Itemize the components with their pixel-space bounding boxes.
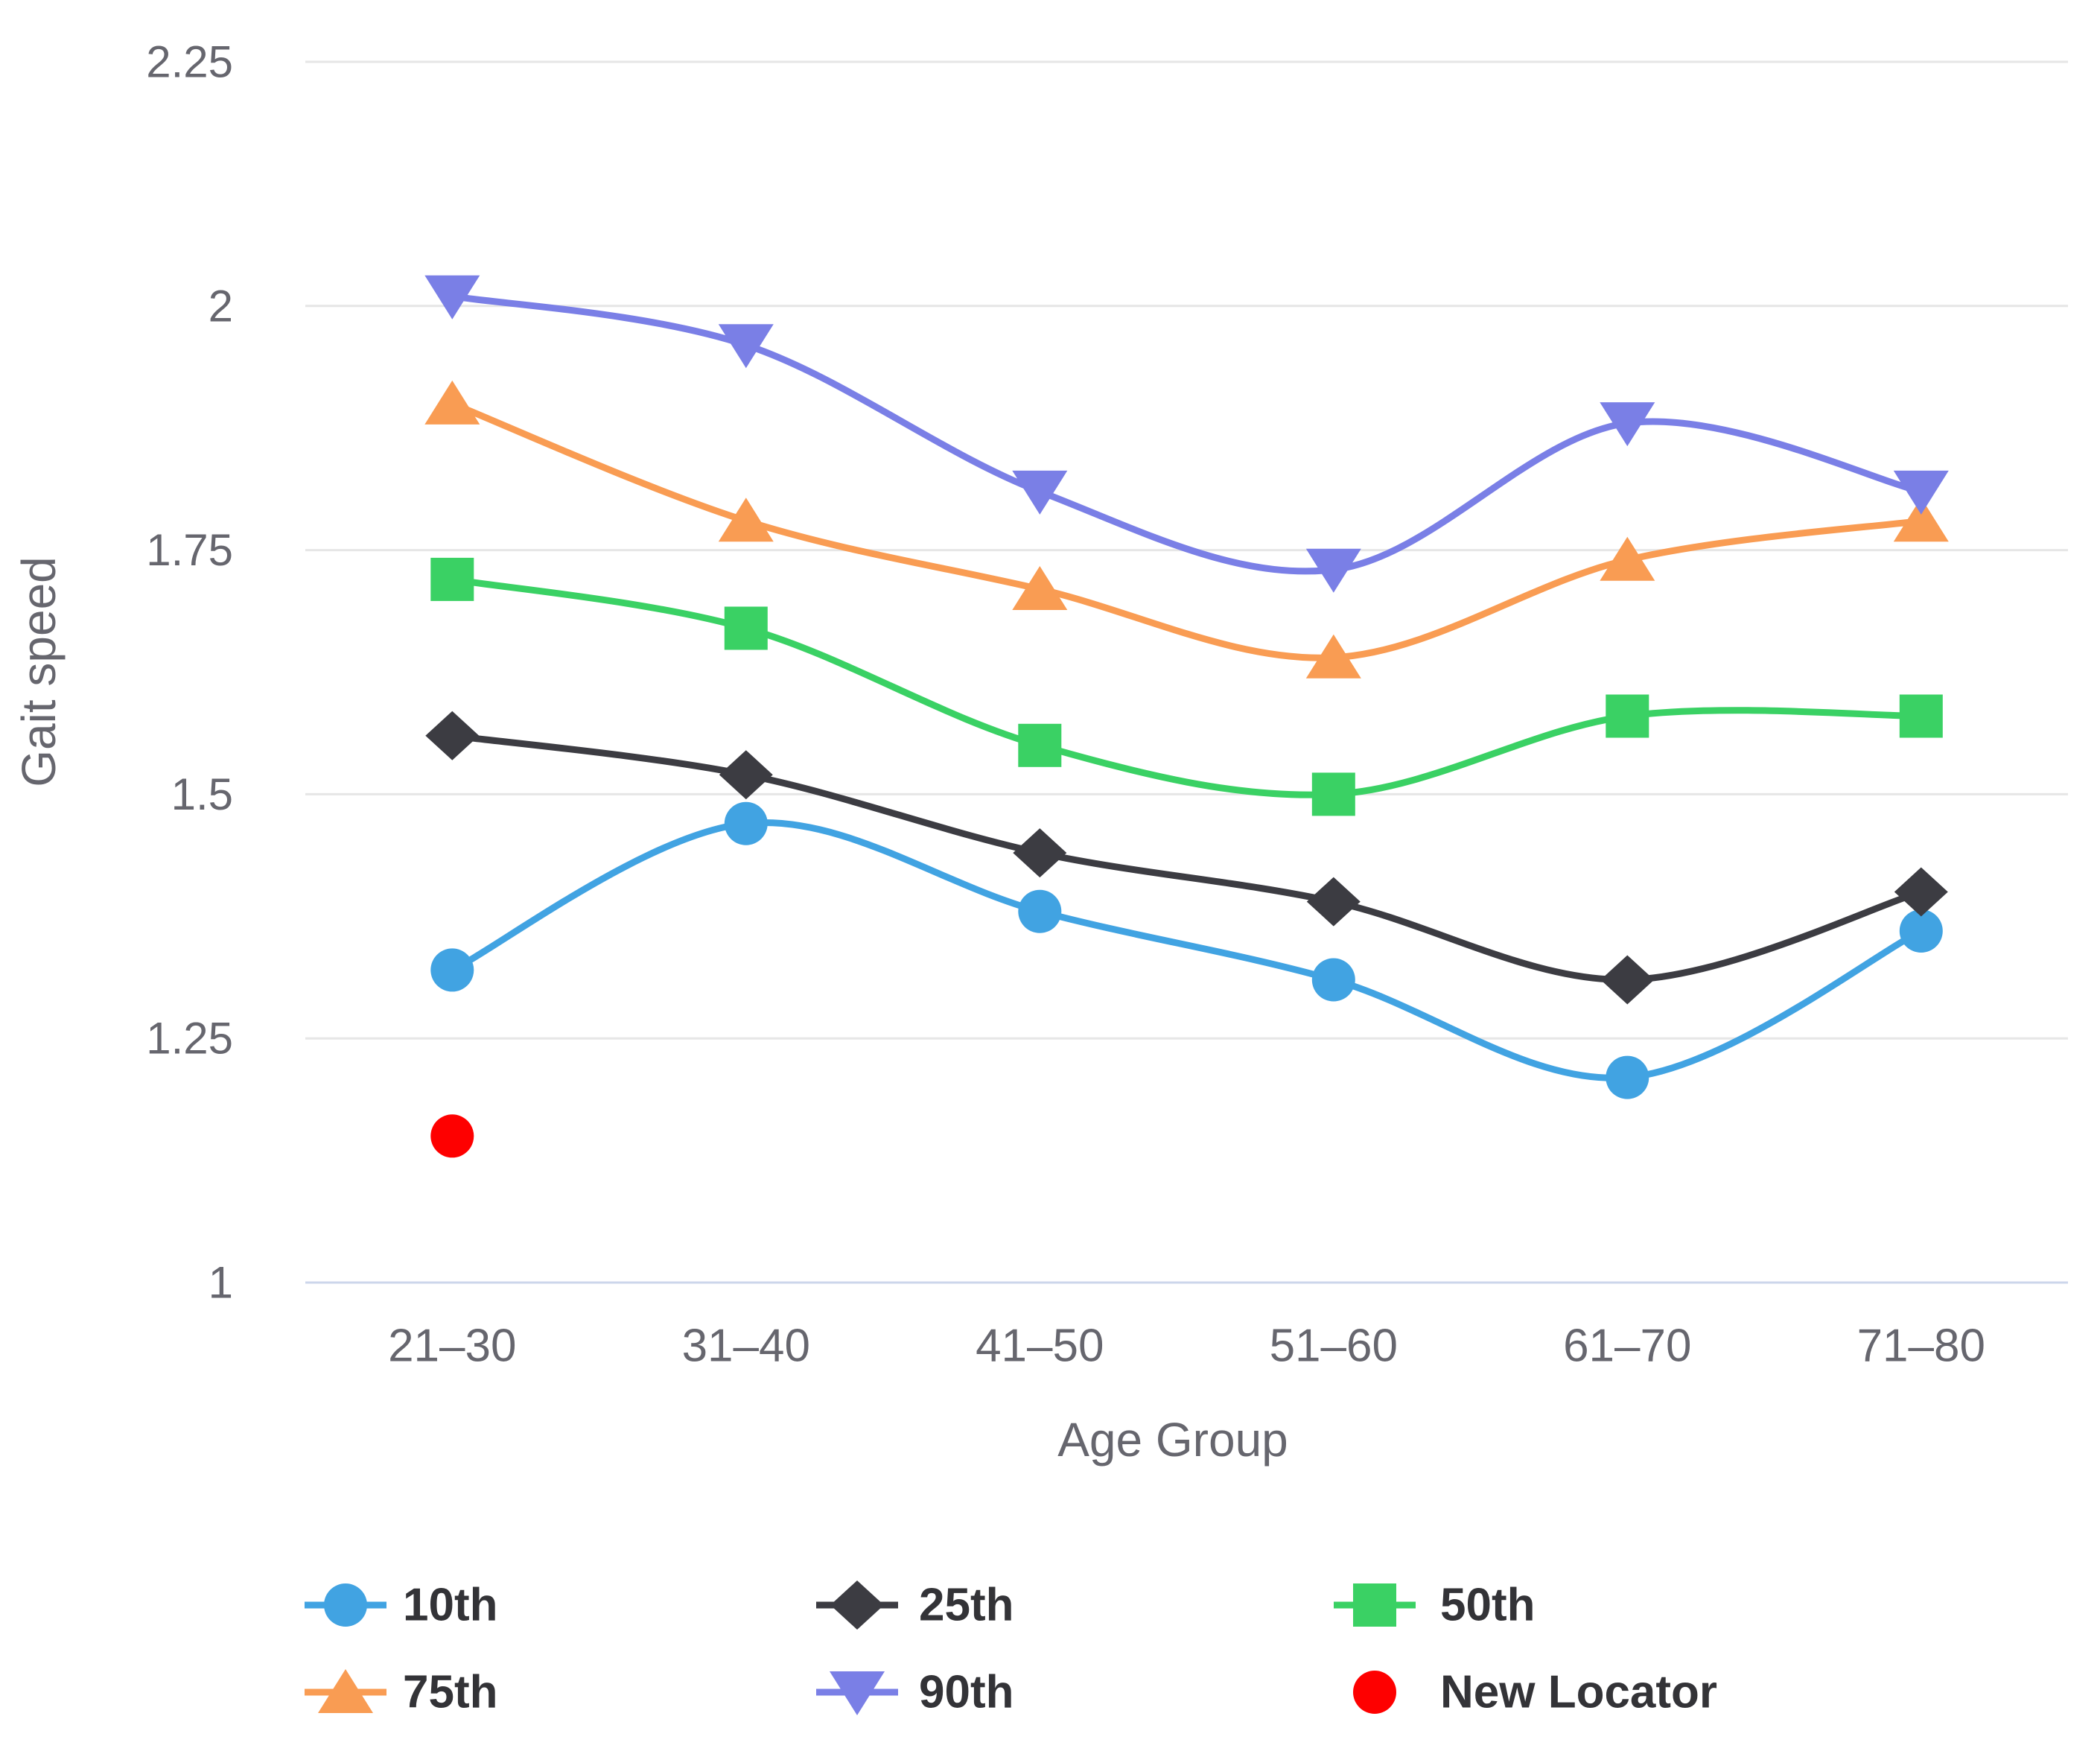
data-point-marker-triangle-up[interactable]: [1012, 566, 1068, 610]
data-point-marker-square[interactable]: [1018, 723, 1062, 767]
data-point-marker-triangle-down[interactable]: [1012, 470, 1068, 515]
data-point-marker-circle[interactable]: [1606, 1055, 1649, 1099]
data-point-marker-diamond[interactable]: [1306, 877, 1361, 927]
legend-item-label: 75th: [403, 1667, 497, 1718]
x-axis-tick-labels: 21–30 31–40 41–50 51–60 61–70 71–80: [388, 1321, 1985, 1372]
y-tick-label: 1: [209, 1258, 233, 1308]
data-point-marker-triangle-down[interactable]: [1600, 402, 1655, 447]
series-plot-area: [424, 275, 1949, 1158]
legend-marker-triangle-up-icon: [318, 1669, 373, 1713]
series-new-locator: [430, 1114, 474, 1158]
x-tick-label: 41–50: [976, 1321, 1104, 1372]
legend-marker-square-icon: [1353, 1583, 1396, 1627]
data-point-marker-square[interactable]: [1311, 772, 1355, 816]
data-point-marker-diamond[interactable]: [1894, 867, 1948, 917]
series-10th: [430, 801, 1943, 1099]
y-tick-label: 1.75: [146, 525, 233, 575]
x-tick-label: 31–40: [682, 1321, 810, 1372]
y-tick-label: 2: [209, 281, 233, 331]
series-line: [448, 293, 1925, 575]
y-tick-label: 1.5: [171, 769, 233, 819]
series-line: [448, 576, 1925, 798]
legend-item-label: New Locator: [1440, 1667, 1717, 1718]
data-point-marker-triangle-up[interactable]: [718, 498, 774, 542]
data-point-marker-circle[interactable]: [430, 1114, 474, 1158]
y-tick-label: 2.25: [146, 37, 233, 87]
legend-item-new-locator[interactable]: New Locator: [1353, 1667, 1717, 1718]
data-point-marker-diamond[interactable]: [719, 750, 773, 800]
legend-marker-circle-icon: [324, 1583, 367, 1627]
data-point-marker-circle[interactable]: [1018, 889, 1062, 933]
x-tick-label: 71–80: [1857, 1321, 1985, 1372]
legend-item-label: 50th: [1440, 1580, 1535, 1631]
data-point-marker-triangle-up[interactable]: [1305, 634, 1361, 679]
series-25th: [425, 711, 1948, 1005]
series-75th: [424, 380, 1949, 679]
y-axis-tick-labels: 2.25 2 1.75 1.5 1.25 1: [146, 37, 233, 1308]
gridlines: [305, 60, 2068, 1284]
data-point-marker-triangle-up[interactable]: [424, 380, 480, 425]
data-point-marker-triangle-down[interactable]: [424, 275, 480, 320]
legend-item-label: 25th: [919, 1580, 1014, 1631]
data-point-marker-diamond[interactable]: [1013, 828, 1067, 878]
data-point-marker-triangle-up[interactable]: [1600, 536, 1655, 581]
data-point-marker-circle[interactable]: [1311, 958, 1355, 1002]
data-point-marker-triangle-up[interactable]: [1893, 498, 1949, 542]
data-point-marker-square[interactable]: [1899, 694, 1943, 738]
legend-item-label: 10th: [403, 1580, 497, 1631]
series-line: [448, 732, 1925, 984]
data-point-marker-diamond[interactable]: [425, 711, 480, 760]
data-point-marker-circle[interactable]: [1899, 909, 1943, 953]
legend-item-50th[interactable]: 50th: [1334, 1580, 1535, 1631]
data-point-marker-square[interactable]: [1606, 694, 1649, 738]
legend-item-25th[interactable]: 25th: [816, 1580, 1014, 1631]
legend-item-label: 90th: [919, 1667, 1014, 1718]
data-point-marker-triangle-down[interactable]: [718, 324, 774, 369]
data-point-marker-triangle-down[interactable]: [1305, 548, 1361, 593]
series-50th: [430, 557, 1943, 816]
legend-item-75th[interactable]: 75th: [305, 1667, 497, 1718]
series-line: [448, 819, 1925, 1081]
series-90th: [424, 275, 1949, 593]
legend-marker-triangle-down-icon: [830, 1671, 885, 1715]
legend-marker-circle-icon: [1353, 1671, 1396, 1714]
data-point-marker-triangle-down[interactable]: [1893, 470, 1949, 515]
x-tick-label: 51–60: [1270, 1321, 1398, 1372]
legend: 10th 25th 50th 75th 90th New Locator: [305, 1580, 1717, 1718]
data-point-marker-square[interactable]: [430, 557, 474, 601]
legend-item-90th[interactable]: 90th: [816, 1667, 1014, 1718]
legend-item-10th[interactable]: 10th: [305, 1580, 497, 1631]
data-point-marker-circle[interactable]: [724, 801, 768, 845]
y-axis-title: Gait speed: [12, 556, 66, 787]
legend-marker-diamond-icon: [830, 1580, 884, 1630]
data-point-marker-diamond[interactable]: [1600, 955, 1655, 1005]
data-point-marker-circle[interactable]: [430, 948, 474, 992]
x-tick-label: 61–70: [1563, 1321, 1691, 1372]
data-point-marker-square[interactable]: [724, 606, 768, 650]
x-tick-label: 21–30: [388, 1321, 516, 1372]
series-line: [448, 400, 1925, 661]
y-tick-label: 1.25: [146, 1014, 233, 1064]
x-axis-title: Age Group: [1057, 1413, 1288, 1467]
